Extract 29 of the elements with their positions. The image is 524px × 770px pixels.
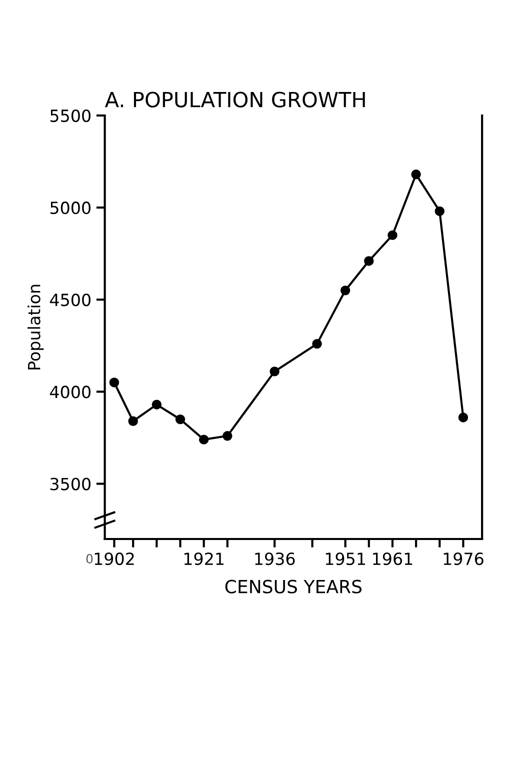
y-tick-label: 5500: [50, 109, 90, 122]
x-tick-label: 1902: [94, 552, 134, 566]
point: [222, 431, 232, 441]
point: [128, 416, 138, 426]
point: [458, 412, 468, 422]
point: [388, 230, 398, 240]
point: [152, 400, 162, 410]
chart-title: A. POPULATION GROWTH: [104, 92, 365, 108]
y-tick-label: 3500: [50, 478, 90, 490]
x-tick-label: 1921: [184, 552, 224, 566]
point: [175, 414, 186, 424]
y-tick-label: 4000: [50, 386, 90, 398]
point: [411, 170, 421, 180]
x-tick-label: 1951: [326, 552, 365, 566]
x-tick-label: 1961: [373, 552, 412, 566]
point: [434, 206, 444, 216]
y-axis-title: Population: [28, 284, 44, 370]
point: [109, 378, 120, 388]
point: [270, 366, 280, 376]
x-tick-label: 1976: [444, 552, 484, 566]
y-tick-label: 5000: [50, 202, 90, 214]
y-tick-label: 4500: [50, 294, 90, 306]
text: 0: [86, 554, 93, 564]
x-tick-label: 1936: [255, 552, 295, 566]
x-axis-title: CENSUS YEARS: [225, 580, 362, 594]
point: [198, 434, 209, 444]
point: [364, 256, 374, 266]
point: [312, 338, 322, 349]
point: [340, 286, 350, 296]
